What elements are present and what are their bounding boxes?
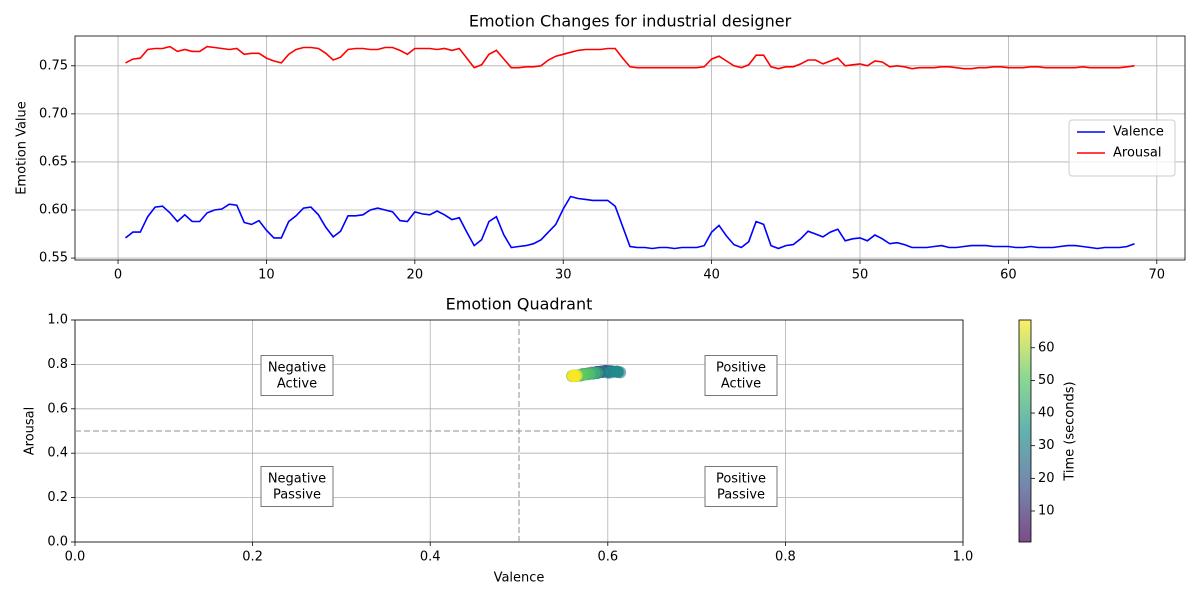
x-tick-label: 0.6: [597, 550, 618, 565]
quadrant-label: Positive Passive: [716, 471, 766, 502]
y-tick-label: 0.8: [47, 357, 68, 372]
x-tick-label: 0.2: [242, 550, 263, 565]
colorbar-tick-label: 50: [1038, 373, 1055, 388]
y-tick-label: 0.75: [39, 58, 68, 73]
colorbar: [1018, 319, 1032, 543]
quadrant-box: [704, 355, 778, 396]
line-series: [125, 195, 1135, 250]
chart-title: Emotion Changes for industrial designer: [469, 12, 792, 31]
x-tick-label: 30: [555, 268, 572, 283]
x-tick-label: 50: [852, 268, 869, 283]
quadrant-box: [260, 355, 334, 396]
colorbar-tick-label: 40: [1038, 406, 1055, 421]
quadrant-box: [260, 466, 334, 507]
x-tick-label: 70: [1149, 268, 1166, 283]
x-axis-label: Valence: [494, 571, 545, 586]
x-tick-label: 1.0: [953, 550, 974, 565]
x-tick-label: 0: [114, 268, 122, 283]
scatter-point: [570, 369, 583, 382]
x-tick-label: 60: [1000, 268, 1017, 283]
x-tick-label: 40: [703, 268, 720, 283]
legend: Valence Arousal: [1068, 119, 1176, 177]
plot-frame: [74, 35, 1186, 261]
legend-label: Valence: [1113, 125, 1164, 140]
y-tick-label: 0.55: [39, 251, 68, 266]
scatter-point: [605, 365, 618, 378]
y-axis-label: Arousal: [23, 407, 38, 456]
y-tick-label: 0.2: [47, 490, 68, 505]
colorbar-tick-label: 20: [1038, 471, 1055, 486]
x-tick-label: 20: [407, 268, 424, 283]
colorbar-tick-label: 10: [1038, 503, 1055, 518]
y-tick-label: 0.70: [39, 106, 68, 121]
line-series: [125, 45, 1135, 70]
quadrant-label: Negative Active: [268, 360, 326, 391]
quadrant-label: Negative Passive: [268, 471, 326, 502]
x-tick-label: 0.4: [420, 550, 441, 565]
y-axis-label: Emotion Value: [15, 101, 30, 195]
x-tick-label: 10: [258, 268, 275, 283]
colorbar-label: Time (seconds): [1063, 381, 1078, 481]
colorbar-tick-label: 30: [1038, 438, 1055, 453]
y-tick-label: 0.4: [47, 446, 68, 461]
y-tick-label: 0.6: [47, 401, 68, 416]
y-tick-label: 0.60: [39, 203, 68, 218]
quadrant-box: [704, 466, 778, 507]
colorbar-tick-label: 60: [1038, 340, 1055, 355]
y-tick-label: 0.0: [47, 535, 68, 550]
y-tick-label: 1.0: [47, 313, 68, 328]
quadrant-label: Positive Active: [716, 360, 766, 391]
legend-box: [1068, 119, 1176, 177]
y-tick-label: 0.65: [39, 154, 68, 169]
x-tick-label: 0.8: [775, 550, 796, 565]
legend-label: Arousal: [1113, 146, 1162, 161]
x-tick-label: 0.0: [65, 550, 86, 565]
chart-title: Emotion Quadrant: [446, 295, 593, 314]
